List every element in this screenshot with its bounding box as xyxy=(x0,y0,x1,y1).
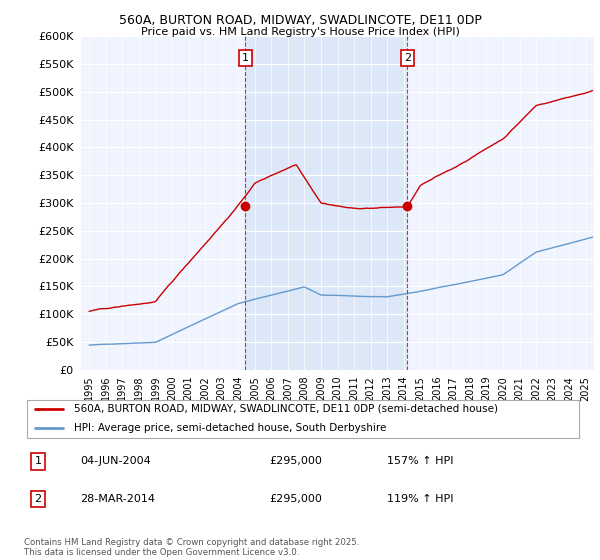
Text: 28-MAR-2014: 28-MAR-2014 xyxy=(80,494,155,504)
Text: 2: 2 xyxy=(404,53,411,63)
Text: 2: 2 xyxy=(34,494,41,504)
Text: HPI: Average price, semi-detached house, South Derbyshire: HPI: Average price, semi-detached house,… xyxy=(74,423,386,433)
Text: Contains HM Land Registry data © Crown copyright and database right 2025.
This d: Contains HM Land Registry data © Crown c… xyxy=(24,538,359,557)
Text: Price paid vs. HM Land Registry's House Price Index (HPI): Price paid vs. HM Land Registry's House … xyxy=(140,27,460,37)
Text: £295,000: £295,000 xyxy=(269,494,322,504)
Text: 04-JUN-2004: 04-JUN-2004 xyxy=(80,456,151,466)
Text: 1: 1 xyxy=(242,53,249,63)
FancyBboxPatch shape xyxy=(27,400,579,437)
Text: 560A, BURTON ROAD, MIDWAY, SWADLINCOTE, DE11 0DP: 560A, BURTON ROAD, MIDWAY, SWADLINCOTE, … xyxy=(119,14,481,27)
Text: £295,000: £295,000 xyxy=(269,456,322,466)
Text: 560A, BURTON ROAD, MIDWAY, SWADLINCOTE, DE11 0DP (semi-detached house): 560A, BURTON ROAD, MIDWAY, SWADLINCOTE, … xyxy=(74,404,498,414)
Text: 157% ↑ HPI: 157% ↑ HPI xyxy=(387,456,453,466)
Bar xyxy=(245,36,407,370)
Text: 119% ↑ HPI: 119% ↑ HPI xyxy=(387,494,453,504)
Text: 1: 1 xyxy=(34,456,41,466)
